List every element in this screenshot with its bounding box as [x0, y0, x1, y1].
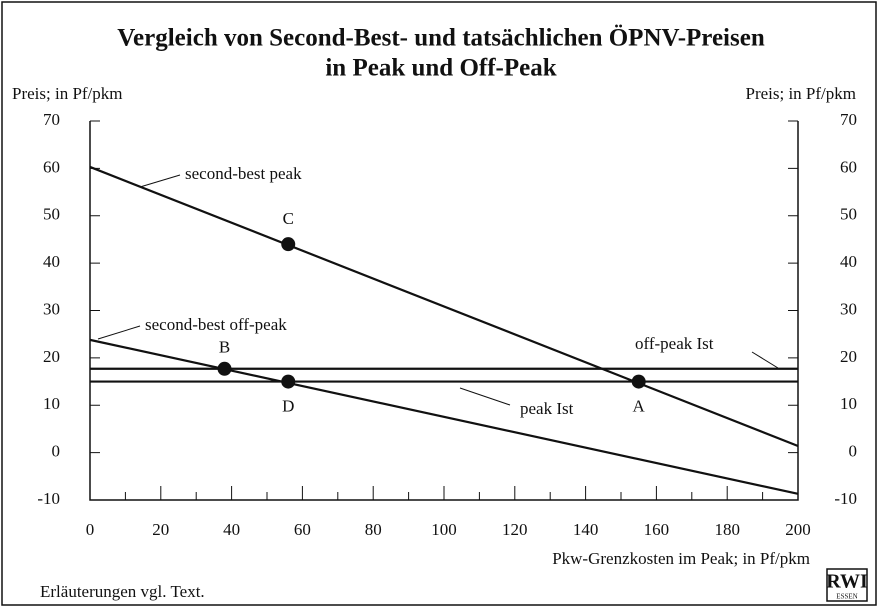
y2-tick-label: 30	[840, 299, 857, 318]
x-tick-label: 160	[644, 520, 670, 539]
y2-tick-label: -10	[834, 489, 857, 508]
x-tick-label: 20	[152, 520, 169, 539]
point	[631, 374, 646, 389]
point-label: C	[283, 209, 294, 228]
x-axis-label: Pkw-Grenzkosten im Peak; in Pf/pkm	[552, 549, 810, 568]
series-label: second-best peak	[185, 164, 302, 183]
y-tick-label: 50	[43, 205, 60, 224]
chart-title: in Peak und Off-Peak	[325, 55, 556, 82]
y-tick-label: 40	[43, 252, 60, 271]
line	[89, 338, 799, 495]
point	[217, 361, 232, 376]
series-label: off-peak Ist	[635, 334, 714, 353]
y-tick-label: 20	[43, 347, 60, 366]
y2-tick-label: 40	[840, 252, 857, 271]
y-tick-label: -10	[37, 489, 60, 508]
x-tick-label: 100	[431, 520, 457, 539]
series-label: second-best off-peak	[145, 315, 287, 334]
x-tick-label: 200	[785, 520, 811, 539]
y2-tick-label: 10	[840, 394, 857, 413]
x-tick-label: 40	[223, 520, 240, 539]
y-tick-label: 30	[43, 299, 60, 318]
y-tick-label: 70	[43, 110, 60, 129]
x-tick-label: 140	[573, 520, 599, 539]
point-label: A	[633, 396, 646, 415]
x-tick-label: 120	[502, 520, 528, 539]
y-tick-label: 60	[43, 157, 60, 176]
x-tick-label: 0	[86, 520, 95, 539]
y2-tick-label: 20	[840, 347, 857, 366]
y-tick-label: 0	[52, 442, 61, 461]
y2-tick-label: 0	[849, 442, 858, 461]
logo: ESSEN	[836, 593, 857, 601]
x-tick-label: 80	[365, 520, 382, 539]
footnote: Erläuterungen vgl. Text.	[40, 582, 205, 601]
point	[281, 374, 296, 389]
y2-tick-label: 50	[840, 205, 857, 224]
y2-tick-label: 70	[840, 110, 857, 129]
line	[89, 165, 799, 448]
logo: RWI	[826, 571, 868, 593]
y2-axis-label: Preis; in Pf/pkm	[745, 84, 856, 103]
x-tick-label: 180	[714, 520, 740, 539]
chart-title: Vergleich von Second-Best- und tatsächli…	[117, 25, 765, 52]
y2-tick-label: 60	[840, 157, 857, 176]
x-tick-label: 60	[294, 520, 311, 539]
y-axis-label: Preis; in Pf/pkm	[12, 84, 123, 103]
leaders	[97, 174, 779, 406]
point-label: D	[282, 396, 294, 415]
series-label: peak Ist	[520, 399, 574, 418]
point	[281, 237, 296, 252]
point-label: B	[219, 338, 230, 357]
y-tick-label: 10	[43, 394, 60, 413]
logo-box	[826, 568, 868, 602]
